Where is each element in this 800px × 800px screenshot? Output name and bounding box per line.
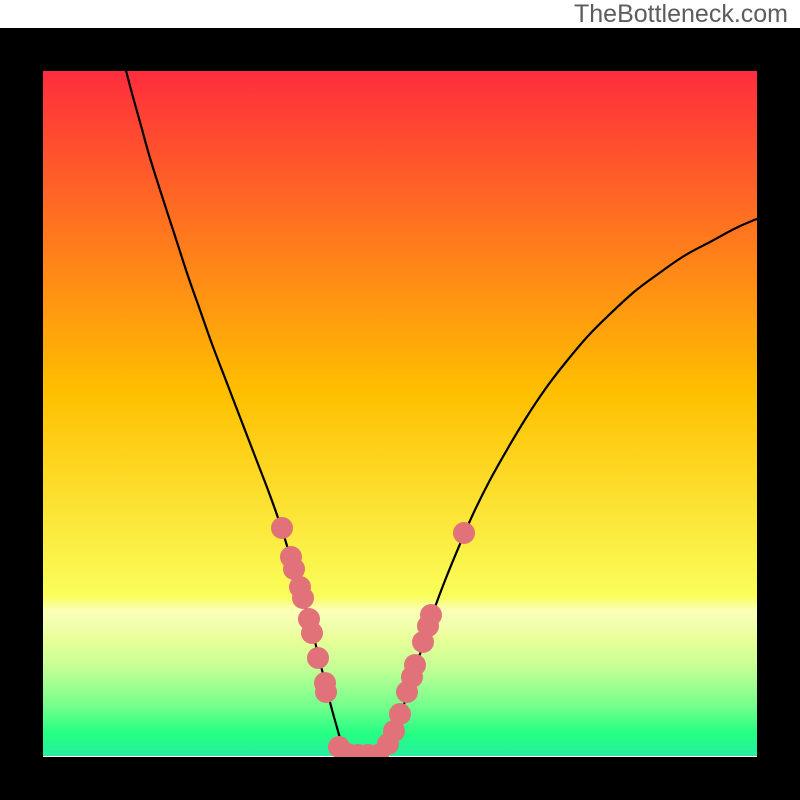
marker-dot	[396, 681, 418, 703]
plot-background	[43, 28, 759, 756]
marker-dot	[301, 622, 323, 644]
marker-dot	[271, 517, 293, 539]
watermark-text: TheBottleneck.com	[574, 0, 788, 29]
marker-dot	[412, 631, 434, 653]
marker-dot	[307, 647, 329, 669]
bottleneck-chart	[0, 28, 800, 800]
chart-svg	[0, 28, 800, 800]
plot-border	[757, 28, 800, 800]
marker-dot	[453, 522, 475, 544]
marker-dot	[292, 587, 314, 609]
plot-border	[0, 28, 43, 800]
marker-dot	[315, 681, 337, 703]
plot-border	[0, 28, 800, 71]
plot-border	[0, 757, 800, 800]
